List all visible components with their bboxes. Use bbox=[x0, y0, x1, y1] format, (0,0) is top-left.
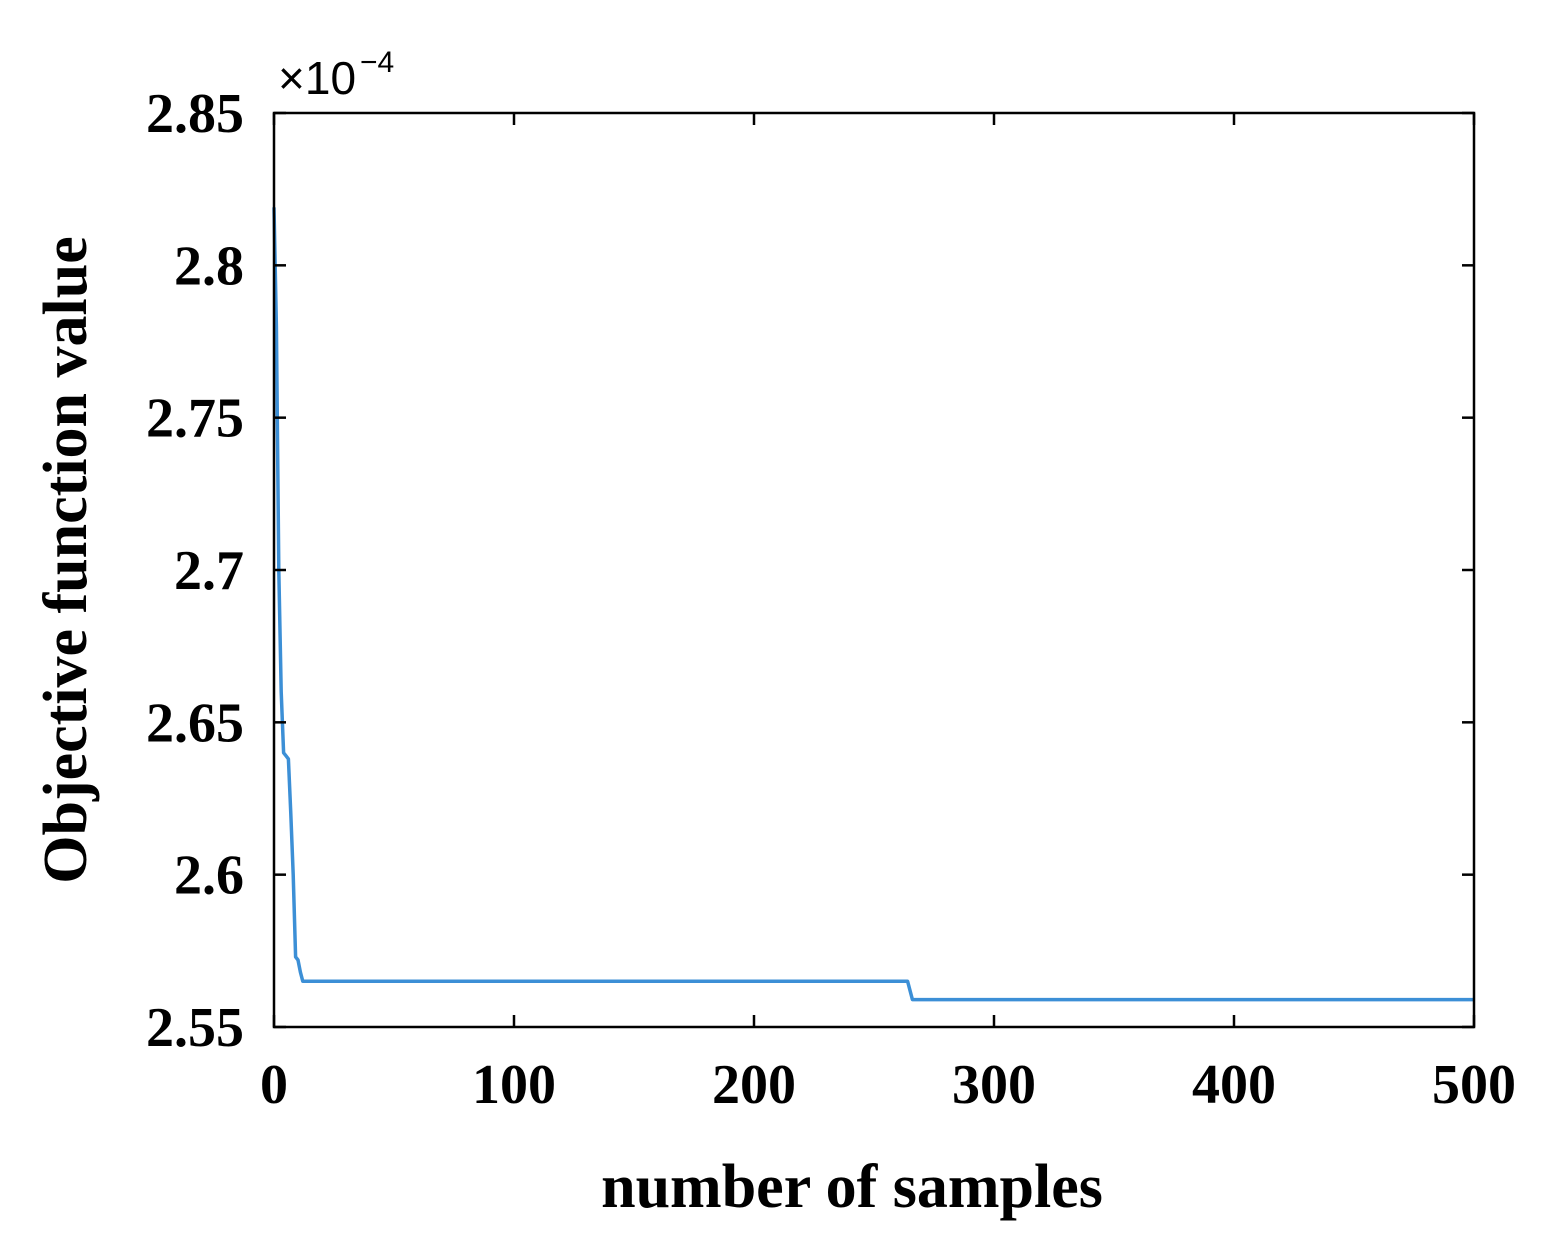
x-tick-label-500: 500 bbox=[1432, 1054, 1516, 1116]
x-tick-labels: 0 100 200 300 400 500 bbox=[260, 1054, 1516, 1116]
y-tick-label-2.65: 2.65 bbox=[146, 692, 244, 754]
y-exponent-label: ×10 −4 bbox=[278, 46, 394, 104]
x-tick-label-0: 0 bbox=[260, 1054, 288, 1116]
y-tick-label-2.8: 2.8 bbox=[174, 235, 244, 297]
series-layer bbox=[272, 207, 1474, 1002]
y-tick-label-2.6: 2.6 bbox=[174, 845, 244, 907]
y-axis-label: Objective function value bbox=[32, 236, 100, 884]
plot-background bbox=[274, 113, 1474, 1027]
x-tick-label-200: 200 bbox=[712, 1054, 796, 1116]
y-tick-label-2.7: 2.7 bbox=[174, 540, 244, 602]
y-tick-label-2.75: 2.75 bbox=[146, 388, 244, 450]
y-exponent-power: −4 bbox=[360, 46, 394, 79]
y-tick-label-2.85: 2.85 bbox=[146, 83, 244, 145]
y-tick-label-2.55: 2.55 bbox=[146, 997, 244, 1059]
x-axis-label: number of samples bbox=[601, 1153, 1103, 1221]
x-tick-label-300: 300 bbox=[952, 1054, 1036, 1116]
series-line-0 bbox=[272, 207, 1474, 1002]
y-exponent-base: ×10 bbox=[278, 52, 356, 104]
x-tick-label-100: 100 bbox=[472, 1054, 556, 1116]
plot-frame bbox=[272, 111, 1476, 1029]
x-tick-label-400: 400 bbox=[1192, 1054, 1276, 1116]
y-tick-labels: 2.55 2.6 2.65 2.7 2.75 2.8 2.85 bbox=[146, 83, 244, 1059]
